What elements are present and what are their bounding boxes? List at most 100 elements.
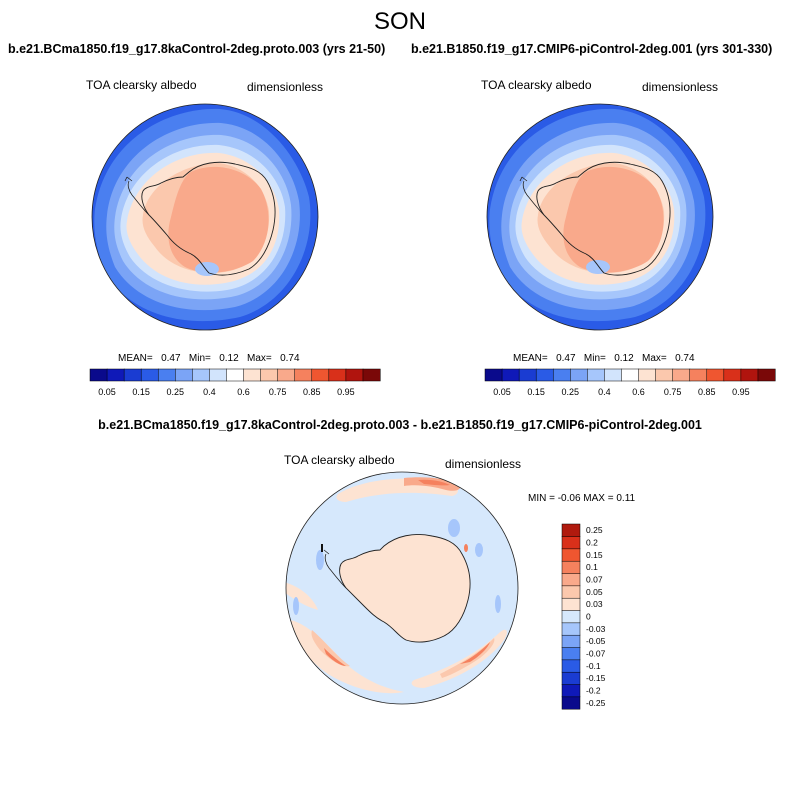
colorbar-tick-label: 0.05 xyxy=(98,387,116,397)
panel-1-min-value: 0.12 xyxy=(219,353,239,364)
colorbar-swatch xyxy=(243,368,262,382)
panel-1-min-label: Min= xyxy=(188,353,211,364)
panel-1-title: b.e21.BCma1850.f19_g17.8kaControl-2deg.p… xyxy=(8,42,386,56)
colorbar-tick-label: 0.07 xyxy=(586,575,603,585)
difference-stats: MIN = -0.06 MAX = 0.11 xyxy=(528,493,636,504)
colorbar-tick-label: 0.05 xyxy=(493,387,511,397)
panel-1-max-label: Max= xyxy=(247,353,272,364)
colorbar-tick-label: 0.15 xyxy=(527,387,545,397)
colorbar-swatch xyxy=(655,368,674,382)
colorbar-tick-label: 0.25 xyxy=(586,525,603,535)
colorbar-swatch xyxy=(89,368,108,382)
colorbar-swatch xyxy=(621,368,640,382)
panel-2-max-label: Max= xyxy=(642,353,667,364)
panel-1-units-label: dimensionless xyxy=(247,80,324,94)
colorbar-swatch xyxy=(328,368,347,382)
colorbar-swatch xyxy=(123,368,142,382)
season-title: SON xyxy=(373,8,426,35)
colorbar-swatch xyxy=(561,536,581,550)
colorbar-swatch xyxy=(587,368,605,382)
panel-1-stats: MEAN= 0.47 Min= 0.12 Max= 0.74 xyxy=(118,353,300,364)
colorbar-tick-label: 0.15 xyxy=(132,387,150,397)
colorbar-swatch xyxy=(311,368,330,382)
colorbar-tick-label: 0.03 xyxy=(586,599,603,609)
colorbar-swatch xyxy=(561,647,581,661)
panel-2-units-label: dimensionless xyxy=(642,80,719,94)
difference-variable-label: TOA clearsky albedo xyxy=(284,453,395,467)
colorbar-tick-label: 0.85 xyxy=(303,387,321,397)
colorbar-tick-label: 0 xyxy=(586,612,591,622)
colorbar-swatch xyxy=(570,368,588,382)
colorbar-swatch xyxy=(106,368,125,382)
colorbar-tick-label: 0.85 xyxy=(698,387,716,397)
panel-2-variable-label: TOA clearsky albedo xyxy=(481,78,592,92)
colorbar-tick-label: -0.1 xyxy=(586,661,601,671)
colorbar-swatch xyxy=(561,573,581,587)
colorbar-panel-1: 0.05 0.15 0.25 0.4 0.6 0.75 0.85 0.95 xyxy=(89,368,381,397)
panel-2-stats: MEAN= 0.47 Min= 0.12 Max= 0.74 xyxy=(513,353,695,364)
polar-map-difference xyxy=(285,471,519,705)
colorbar-swatch xyxy=(518,368,537,382)
colorbar-swatch xyxy=(561,597,581,611)
colorbar-tick-label: 0.15 xyxy=(586,550,603,560)
colorbar-swatch xyxy=(561,684,581,698)
colorbar-swatch xyxy=(175,368,193,382)
polar-map-panel-1 xyxy=(91,103,319,331)
colorbar-tick-label: 0.6 xyxy=(237,387,250,397)
colorbar-difference: 0.25 0.2 0.15 0.1 0.07 0.05 0.03 0 -0.03 -0.05 -0.… xyxy=(561,523,606,710)
colorbar-swatch xyxy=(706,368,725,382)
panel-2-mean-value: 0.47 xyxy=(556,353,576,364)
colorbar-swatch xyxy=(192,368,210,382)
colorbar-swatch xyxy=(561,523,581,537)
colorbar-swatch xyxy=(345,368,364,382)
panel-2-min-label: Min= xyxy=(583,353,606,364)
colorbar-tick-label: -0.2 xyxy=(586,686,601,696)
panel-2-mean-label: MEAN= xyxy=(513,353,548,364)
panel-2-max-value: 0.74 xyxy=(675,353,695,364)
colorbar-swatch xyxy=(535,368,554,382)
panel-2-min-value: 0.12 xyxy=(614,353,634,364)
colorbar-swatch xyxy=(561,585,581,599)
panel-1-max-value: 0.74 xyxy=(280,353,300,364)
colorbar-tick-label: 0.4 xyxy=(203,387,216,397)
colorbar-swatch xyxy=(552,368,571,382)
colorbar-swatch xyxy=(638,368,657,382)
colorbar-swatch xyxy=(757,368,776,382)
colorbar-swatch xyxy=(561,696,581,710)
colorbar-swatch xyxy=(689,368,708,382)
colorbar-swatch xyxy=(277,368,296,382)
colorbar-tick-label: -0.05 xyxy=(586,636,606,646)
colorbar-swatch xyxy=(723,368,742,382)
colorbar-swatch xyxy=(561,634,581,648)
colorbar-swatch xyxy=(561,548,581,562)
colorbar-swatch xyxy=(362,368,381,382)
panel-1-mean-label: MEAN= xyxy=(118,353,153,364)
colorbar-tick-label: 0.6 xyxy=(632,387,645,397)
colorbar-tick-label: 0.05 xyxy=(586,587,603,597)
colorbar-swatch xyxy=(561,622,581,636)
colorbar-swatch xyxy=(294,368,313,382)
panel-1-mean-value: 0.47 xyxy=(161,353,181,364)
colorbar-tick-label: 0.4 xyxy=(598,387,611,397)
colorbar-swatch xyxy=(672,368,691,382)
colorbar-swatch xyxy=(561,560,581,574)
colorbar-tick-label: 0.1 xyxy=(586,562,598,572)
colorbar-swatch xyxy=(209,368,228,382)
colorbar-swatch xyxy=(561,659,581,673)
colorbar-panel-2: 0.05 0.15 0.25 0.4 0.6 0.75 0.85 0.95 xyxy=(484,368,776,397)
colorbar-tick-label: 0.2 xyxy=(586,538,598,548)
difference-title: b.e21.BCma1850.f19_g17.8kaControl-2deg.p… xyxy=(98,418,702,432)
colorbar-tick-label: -0.07 xyxy=(586,649,606,659)
colorbar-tick-label: 0.75 xyxy=(269,387,287,397)
colorbar-swatch xyxy=(260,368,279,382)
polar-map-panel-2 xyxy=(486,103,714,331)
colorbar-swatch xyxy=(501,368,520,382)
colorbar-swatch xyxy=(484,368,503,382)
colorbar-tick-label: -0.03 xyxy=(586,624,606,634)
colorbar-swatch xyxy=(740,368,759,382)
colorbar-tick-label: -0.15 xyxy=(586,673,606,683)
colorbar-swatch xyxy=(561,671,581,685)
panel-2-title: b.e21.B1850.f19_g17.CMIP6-piControl-2deg… xyxy=(411,42,773,56)
difference-units-label: dimensionless xyxy=(445,457,522,471)
colorbar-tick-label: 0.75 xyxy=(664,387,682,397)
